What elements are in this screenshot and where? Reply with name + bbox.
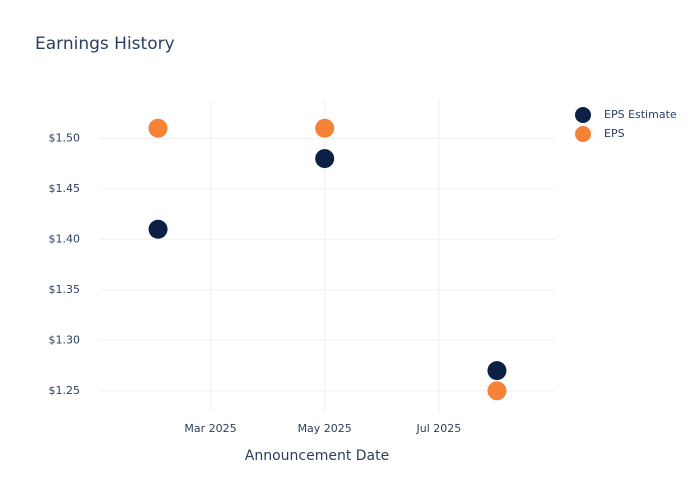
point [487, 381, 507, 401]
point [487, 361, 507, 381]
y-tick-label: $1.30 [49, 333, 81, 346]
x-tick-label: Mar 2025 [184, 422, 236, 435]
y-tick-label: $1.40 [49, 232, 81, 245]
y-tick-label: $1.25 [49, 384, 81, 397]
x-tick-label: Jul 2025 [416, 422, 462, 435]
y-tick-label: $1.45 [49, 182, 81, 195]
chart-title: Earnings History [35, 34, 175, 54]
legend-marker [575, 126, 591, 142]
point [315, 149, 335, 169]
x-tick-label: May 2025 [298, 422, 352, 435]
y-tick-label: $1.35 [49, 283, 81, 296]
legend-marker [575, 107, 591, 123]
point [148, 118, 168, 138]
point [315, 118, 335, 138]
y-tick-label: $1.50 [49, 131, 81, 144]
legend-label: EPS [604, 127, 625, 140]
point [148, 219, 168, 239]
x-axis-label: Announcement Date [245, 448, 389, 464]
legend-label: EPS Estimate [604, 108, 677, 121]
